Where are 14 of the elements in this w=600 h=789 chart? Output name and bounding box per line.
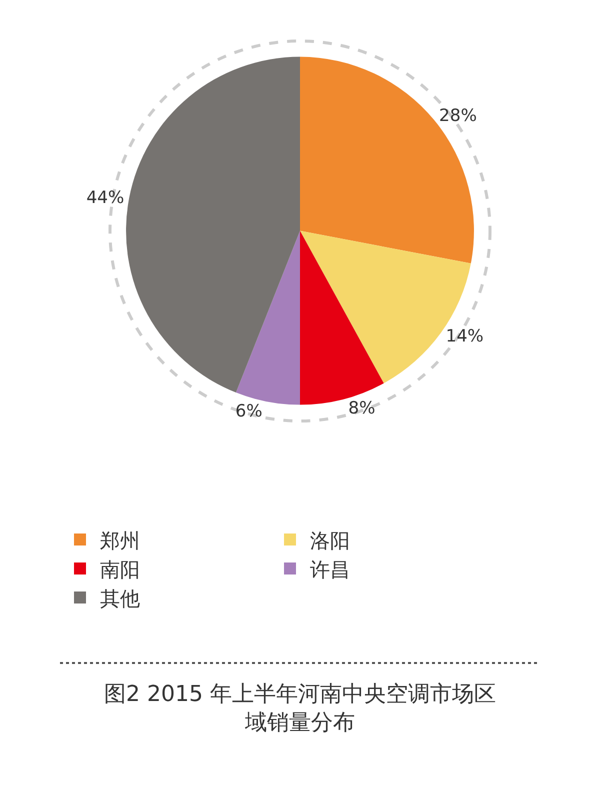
- text: 图2 2015 年上半年河南中央空调市场区域销量分布: [104, 682, 496, 736]
- legend-label: 郑州: [100, 528, 140, 552]
- data-label: 44%: [86, 188, 124, 208]
- data-label: 6%: [235, 401, 262, 422]
- pie-slice: [236, 230, 300, 405]
- legend-label: 洛阳: [310, 528, 350, 552]
- data-label: 14%: [446, 326, 484, 346]
- data-label: 28%: [439, 106, 477, 126]
- pie-slice: [300, 56, 474, 264]
- pie-slice: [126, 56, 300, 393]
- data-label: 8%: [348, 398, 376, 419]
- legend-label: 南阳: [100, 557, 140, 582]
- legend-label: 其他: [100, 586, 140, 610]
- legend-label: 许昌: [310, 557, 350, 582]
